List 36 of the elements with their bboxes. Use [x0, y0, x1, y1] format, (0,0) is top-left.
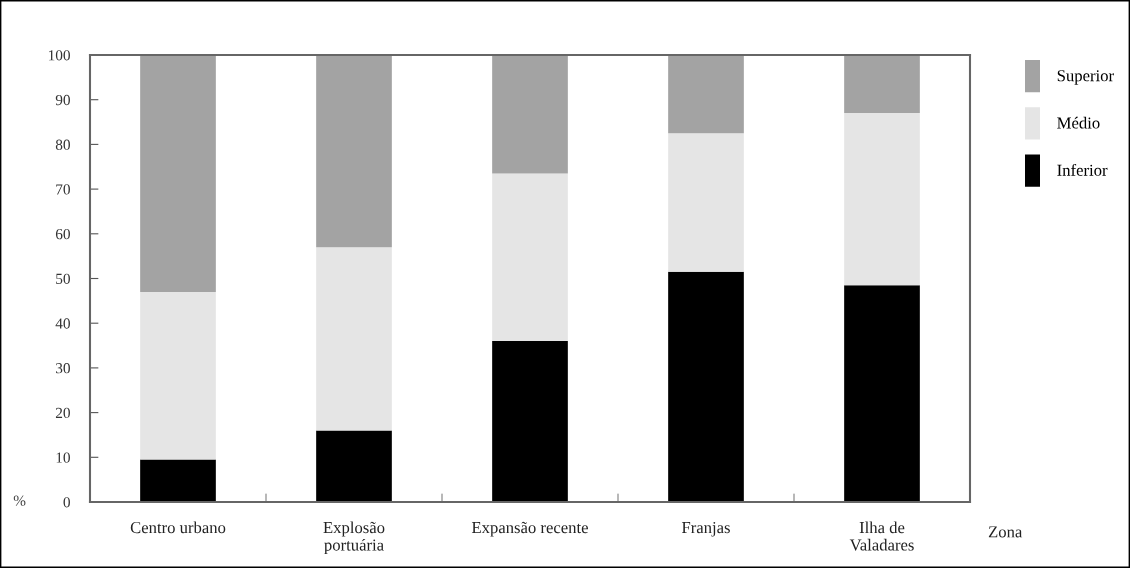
legend-label: Inferior	[1057, 163, 1108, 176]
x-tick-label: Centro urbano	[130, 521, 226, 534]
y-tick-label: 90	[55, 94, 70, 106]
legend-label: Médio	[1057, 116, 1100, 129]
bar	[316, 430, 392, 502]
legend-label: Superior	[1057, 70, 1114, 85]
bar	[492, 341, 568, 502]
y-tick-label: 30	[56, 363, 70, 374]
bar	[844, 113, 920, 286]
x-tick-label: Ilha de Valadares	[849, 521, 914, 551]
bar	[316, 247, 392, 431]
y-tick-label: 70	[56, 184, 70, 195]
bar	[492, 55, 568, 174]
x-tick-label: Expansão recente	[471, 521, 588, 537]
y-tick-label: 60	[55, 228, 70, 240]
y-tick-label: 0	[63, 497, 70, 508]
bar	[140, 55, 216, 292]
x-tick-label: Franjas	[681, 521, 730, 537]
bar	[668, 133, 744, 272]
bar	[492, 173, 568, 342]
x-tick-label: Explosão portuária	[323, 521, 385, 555]
bar	[140, 291, 216, 460]
bar	[844, 285, 920, 502]
y-tick-label: 20	[55, 407, 70, 419]
bar	[668, 271, 744, 502]
y-tick-label: 50	[56, 273, 70, 284]
x-axis-title: Zona	[988, 526, 1023, 538]
bar	[316, 55, 392, 248]
bar	[140, 459, 216, 502]
y-tick-label: 40	[55, 318, 70, 329]
y-tick-label: 100	[48, 50, 70, 61]
bar	[844, 55, 920, 114]
y-tick-label: 80	[55, 139, 70, 150]
bar	[668, 55, 744, 134]
y-axis-title: %	[13, 495, 26, 506]
y-tick-label: 10	[56, 452, 70, 463]
